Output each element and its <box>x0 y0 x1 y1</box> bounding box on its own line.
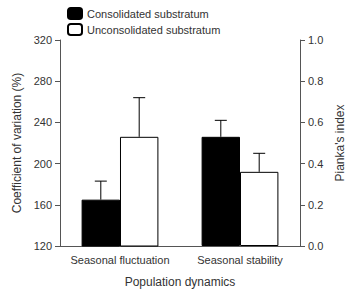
svg-text:0.4: 0.4 <box>308 158 323 170</box>
svg-text:0.2: 0.2 <box>308 199 323 211</box>
svg-text:Seasonal fluctuation: Seasonal fluctuation <box>70 254 169 266</box>
svg-text:240: 240 <box>34 116 52 128</box>
svg-text:1.0: 1.0 <box>308 34 323 46</box>
svg-text:0.6: 0.6 <box>308 116 323 128</box>
svg-text:Pianka's index: Pianka's index <box>333 104 347 181</box>
svg-text:0.0: 0.0 <box>308 240 323 252</box>
svg-text:Coefficient of variation (%): Coefficient of variation (%) <box>10 73 24 214</box>
svg-text:Unconsolidated substratum: Unconsolidated substratum <box>87 24 220 36</box>
svg-text:Seasonal stability: Seasonal stability <box>197 254 283 266</box>
svg-text:160: 160 <box>34 199 52 211</box>
svg-text:0.8: 0.8 <box>308 75 323 87</box>
svg-text:280: 280 <box>34 75 52 87</box>
svg-text:200: 200 <box>34 158 52 170</box>
svg-text:320: 320 <box>34 34 52 46</box>
svg-text:120: 120 <box>34 240 52 252</box>
svg-text:Population dynamics: Population dynamics <box>125 275 236 289</box>
svg-text:Consolidated substratum: Consolidated substratum <box>87 8 209 20</box>
